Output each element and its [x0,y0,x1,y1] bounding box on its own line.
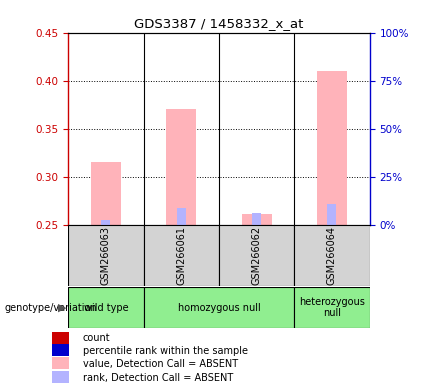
Bar [327,204,337,225]
Text: percentile rank within the sample: percentile rank within the sample [83,346,248,356]
Bar [101,220,110,225]
Bar [294,225,370,286]
Text: GSM266062: GSM266062 [252,226,261,285]
Bar [166,109,196,225]
Bar [219,225,294,286]
Bar [52,332,69,344]
Bar [68,287,143,328]
Text: homozygous null: homozygous null [177,303,260,313]
Bar [52,357,69,369]
Title: GDS3387 / 1458332_x_at: GDS3387 / 1458332_x_at [134,17,304,30]
Bar [252,213,261,225]
Bar [143,225,219,286]
Bar [91,162,121,225]
Text: ▶: ▶ [58,303,66,313]
Text: wild type: wild type [84,303,128,313]
Text: GSM266061: GSM266061 [176,226,186,285]
Bar [52,371,69,383]
Bar [294,287,370,328]
Text: GSM266064: GSM266064 [327,226,337,285]
Text: genotype/variation: genotype/variation [4,303,97,313]
Text: GSM266063: GSM266063 [101,226,111,285]
Bar [143,287,294,328]
Bar [52,344,69,356]
Text: count: count [83,333,110,343]
Text: rank, Detection Call = ABSENT: rank, Detection Call = ABSENT [83,372,233,382]
Text: value, Detection Call = ABSENT: value, Detection Call = ABSENT [83,359,238,369]
Text: heterozygous
null: heterozygous null [299,297,365,318]
Bar [68,225,143,286]
Bar [317,71,347,225]
Bar [177,209,186,225]
Bar [242,214,271,225]
